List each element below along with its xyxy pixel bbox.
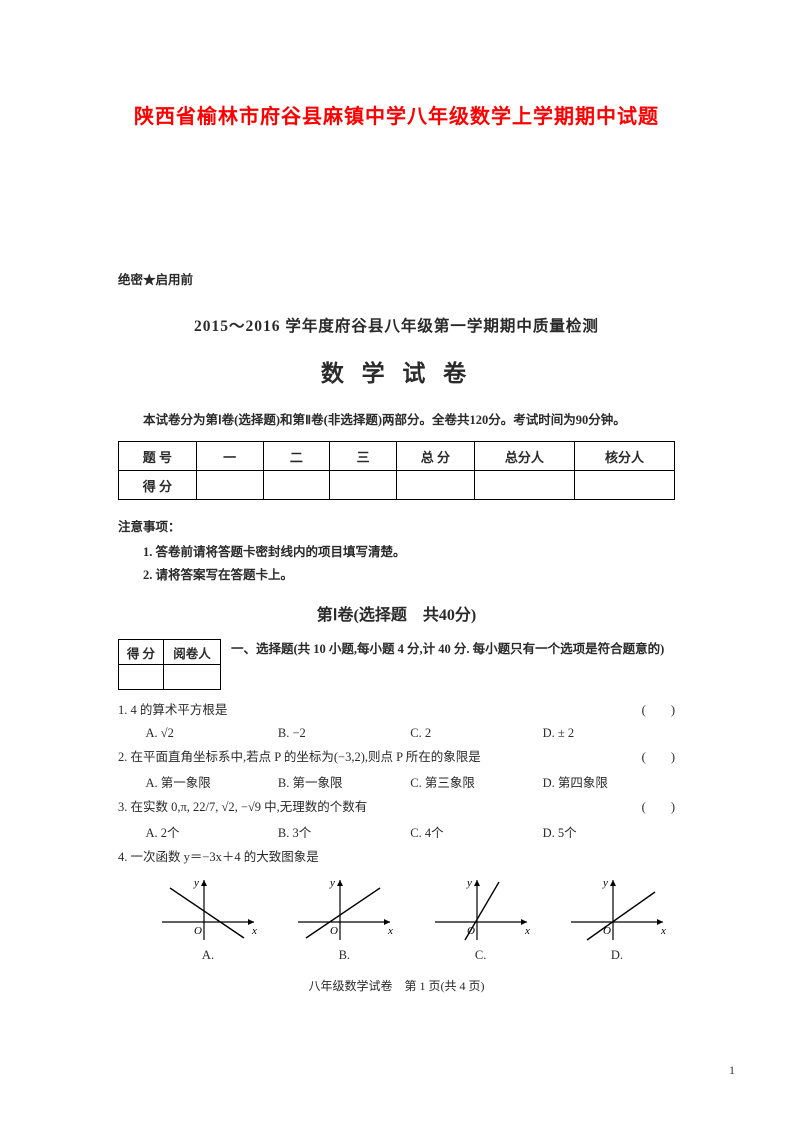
option-b: B. −2 — [278, 726, 410, 741]
graph-label-c: C. — [475, 948, 486, 962]
intro-text: 本试卷分为第Ⅰ卷(选择题)和第Ⅱ卷(非选择题)两部分。全卷共120分。考试时间为… — [118, 410, 675, 431]
cell-blank — [396, 471, 474, 500]
cell-blank — [330, 471, 397, 500]
svg-text:y: y — [466, 877, 472, 889]
cell-blank — [263, 471, 330, 500]
cell-blank — [164, 665, 221, 690]
paper-name: 数 学 试 卷 — [118, 354, 675, 388]
section1-title: 第Ⅰ卷(选择题 共40分) — [118, 601, 675, 625]
svg-text:O: O — [603, 925, 611, 937]
graph-c: x y O C. — [423, 874, 539, 963]
cell-blank — [196, 471, 263, 500]
answer-paren: ( ) — [642, 797, 675, 818]
th-3: 三 — [330, 442, 397, 471]
option-c: C. 第三象限 — [410, 772, 542, 791]
q3-text: 3. 在实数 0,π, 22/7, √2, −√9 中,无理数的个数有 — [118, 800, 367, 814]
svg-text:y: y — [602, 877, 608, 889]
option-a: A. 2个 — [146, 822, 278, 841]
svg-text:x: x — [524, 925, 530, 937]
small-score-c2: 阅卷人 — [164, 640, 221, 665]
q1-options: A. √2 B. −2 C. 2 D. ± 2 — [146, 726, 676, 741]
option-d: D. 5个 — [543, 822, 675, 841]
graph-a: x y O A. — [150, 874, 266, 963]
q1-text: 1. 4 的算术平方根是 — [118, 703, 227, 717]
small-score-c1: 得 分 — [119, 640, 164, 665]
selection-intro: 一、选择题(共 10 小题,每小题 4 分,计 40 分. 每小题只有一个选项是… — [231, 639, 675, 659]
option-d: D. ± 2 — [543, 726, 675, 741]
axes-icon: x y O — [156, 874, 260, 946]
main-title: 陕西省榆林市府谷县麻镇中学八年级数学上学期期中试题 — [118, 100, 675, 129]
graph-label-b: B. — [339, 948, 350, 962]
q2-text: 2. 在平面直角坐标系中,若点 P 的坐标为(−3,2),则点 P 所在的象限是 — [118, 750, 481, 764]
table-row: 得 分 阅卷人 — [119, 640, 221, 665]
q4-graphs: x y O A. x y O B. — [150, 874, 675, 963]
svg-text:y: y — [329, 877, 335, 889]
table-row: 题 号 一 二 三 总 分 总分人 核分人 — [119, 442, 675, 471]
row-label: 得 分 — [119, 471, 197, 500]
exam-page: 陕西省榆林市府谷县麻镇中学八年级数学上学期期中试题 绝密★启用前 2015～20… — [0, 0, 793, 1122]
axes-icon: x y O — [292, 874, 396, 946]
small-score-table: 得 分 阅卷人 — [118, 639, 221, 690]
option-b: B. 3个 — [278, 822, 410, 841]
axes-icon: x y O — [429, 874, 533, 946]
option-a: A. 第一象限 — [146, 772, 278, 791]
svg-text:x: x — [251, 925, 257, 937]
svg-text:x: x — [660, 925, 666, 937]
question-4: 4. 一次函数 y＝−3x＋4 的大致图象是 — [118, 847, 675, 868]
th-total: 总 分 — [396, 442, 474, 471]
svg-text:O: O — [330, 925, 338, 937]
cell-blank — [474, 471, 574, 500]
th-2: 二 — [263, 442, 330, 471]
notice-item-1: 1. 答卷前请将答题卡密封线内的项目填写清楚。 — [143, 541, 675, 560]
q2-options: A. 第一象限 B. 第一象限 C. 第三象限 D. 第四象限 — [146, 772, 676, 791]
page-number: 1 — [729, 1063, 735, 1078]
graph-b: x y O B. — [286, 874, 402, 963]
section1-header-row: 得 分 阅卷人 一、选择题(共 10 小题,每小题 4 分,计 40 分. 每小… — [118, 639, 675, 690]
answer-paren: ( ) — [642, 700, 675, 721]
option-c: C. 4个 — [410, 822, 542, 841]
q4-text: 4. 一次函数 y＝−3x＋4 的大致图象是 — [118, 850, 319, 864]
question-1: 1. 4 的算术平方根是 ( ) — [118, 700, 675, 721]
th-checker: 核分人 — [574, 442, 674, 471]
svg-text:O: O — [194, 925, 202, 937]
cell-blank — [119, 665, 164, 690]
graph-d: x y O D. — [559, 874, 675, 963]
axes-icon: x y O — [565, 874, 669, 946]
score-table: 题 号 一 二 三 总 分 总分人 核分人 得 分 — [118, 441, 675, 500]
option-b: B. 第一象限 — [278, 772, 410, 791]
table-row: 得 分 — [119, 471, 675, 500]
table-row — [119, 665, 221, 690]
cell-blank — [574, 471, 674, 500]
notice-heading: 注意事项： — [118, 516, 675, 535]
option-a: A. √2 — [146, 726, 278, 741]
svg-text:y: y — [193, 877, 199, 889]
th-scorer: 总分人 — [474, 442, 574, 471]
question-3: 3. 在实数 0,π, 22/7, √2, −√9 中,无理数的个数有 ( ) — [118, 797, 675, 818]
secret-label: 绝密★启用前 — [118, 269, 675, 288]
answer-paren: ( ) — [642, 747, 675, 768]
graph-label-a: A. — [202, 948, 214, 962]
th-label: 题 号 — [119, 442, 197, 471]
notice-item-2: 2. 请将答案写在答题卡上。 — [143, 564, 675, 583]
subtitle: 2015～2016 学年度府谷县八年级第一学期期中质量检测 — [118, 314, 675, 336]
svg-text:x: x — [387, 925, 393, 937]
q3-options: A. 2个 B. 3个 C. 4个 D. 5个 — [146, 822, 676, 841]
option-d: D. 第四象限 — [543, 772, 675, 791]
th-1: 一 — [196, 442, 263, 471]
option-c: C. 2 — [410, 726, 542, 741]
question-2: 2. 在平面直角坐标系中,若点 P 的坐标为(−3,2),则点 P 所在的象限是… — [118, 747, 675, 768]
graph-label-d: D. — [611, 948, 623, 962]
page-footer: 八年级数学试卷 第 1 页(共 4 页) — [118, 977, 675, 994]
